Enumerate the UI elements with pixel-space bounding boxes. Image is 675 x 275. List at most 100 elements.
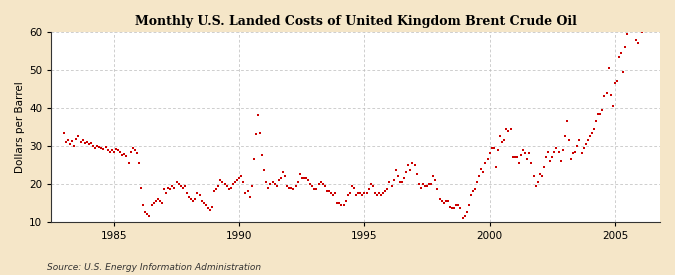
- Point: [196, 199, 207, 203]
- Point: [344, 191, 355, 196]
- Point: [614, 54, 624, 59]
- Point: [537, 174, 547, 178]
- Point: [474, 174, 485, 178]
- Point: [597, 108, 608, 112]
- Point: [495, 134, 506, 139]
- Point: [96, 145, 107, 150]
- Point: [242, 189, 253, 194]
- Point: [146, 202, 157, 207]
- Point: [558, 147, 568, 152]
- Point: [455, 206, 466, 211]
- Point: [315, 180, 326, 184]
- Point: [518, 147, 529, 152]
- Point: [307, 183, 318, 188]
- Point: [547, 155, 558, 160]
- Point: [98, 147, 109, 151]
- Point: [637, 30, 647, 34]
- Point: [190, 197, 200, 201]
- Point: [634, 22, 645, 27]
- Point: [601, 90, 612, 95]
- Point: [171, 180, 182, 184]
- Point: [405, 168, 416, 173]
- Point: [466, 193, 477, 197]
- Point: [451, 202, 462, 207]
- Point: [459, 214, 470, 218]
- Point: [365, 182, 376, 186]
- Point: [200, 202, 211, 207]
- Point: [520, 151, 531, 156]
- Point: [94, 144, 105, 149]
- Point: [553, 149, 564, 154]
- Point: [595, 111, 605, 116]
- Point: [436, 199, 447, 203]
- Point: [484, 151, 495, 156]
- Point: [140, 210, 151, 214]
- Point: [188, 199, 198, 203]
- Point: [591, 119, 601, 123]
- Point: [73, 134, 84, 139]
- Point: [100, 144, 111, 149]
- Point: [84, 142, 95, 146]
- Point: [103, 147, 113, 152]
- Point: [321, 189, 332, 194]
- Point: [549, 149, 560, 154]
- Point: [493, 147, 504, 152]
- Point: [109, 149, 119, 154]
- Point: [325, 191, 336, 196]
- Point: [501, 126, 512, 131]
- Point: [246, 183, 257, 188]
- Point: [121, 154, 132, 159]
- Point: [232, 178, 242, 182]
- Point: [117, 153, 128, 158]
- Point: [130, 148, 140, 153]
- Point: [468, 189, 479, 194]
- Point: [388, 178, 399, 182]
- Point: [443, 199, 454, 203]
- Point: [587, 130, 597, 135]
- Point: [610, 81, 620, 85]
- Point: [119, 152, 130, 156]
- Point: [180, 183, 190, 188]
- Point: [296, 176, 307, 180]
- Point: [653, 26, 664, 30]
- Point: [461, 210, 472, 214]
- Point: [361, 191, 372, 196]
- Point: [426, 182, 437, 186]
- Point: [512, 155, 522, 160]
- Point: [535, 172, 545, 177]
- Point: [346, 183, 357, 188]
- Point: [564, 138, 574, 142]
- Point: [252, 113, 263, 118]
- Point: [86, 141, 97, 145]
- Point: [240, 191, 251, 196]
- Point: [572, 144, 583, 148]
- Point: [624, 11, 635, 15]
- Point: [254, 130, 265, 135]
- Point: [453, 202, 464, 207]
- Point: [176, 183, 186, 188]
- Point: [428, 174, 439, 178]
- Point: [386, 183, 397, 188]
- Point: [279, 174, 290, 178]
- Point: [526, 161, 537, 165]
- Point: [639, 20, 649, 25]
- Y-axis label: Dollars per Barrel: Dollars per Barrel: [15, 81, 25, 173]
- Point: [628, 20, 639, 25]
- Point: [593, 111, 603, 116]
- Point: [605, 92, 616, 97]
- Point: [334, 200, 345, 205]
- Point: [153, 197, 163, 201]
- Point: [413, 182, 424, 186]
- Point: [132, 151, 142, 156]
- Point: [626, 13, 637, 17]
- Point: [338, 202, 349, 207]
- Point: [248, 157, 259, 161]
- Text: Source: U.S. Energy Information Administration: Source: U.S. Energy Information Administ…: [47, 263, 261, 272]
- Point: [560, 134, 570, 139]
- Point: [392, 174, 403, 178]
- Point: [75, 140, 86, 144]
- Point: [205, 208, 215, 213]
- Point: [411, 172, 422, 177]
- Point: [528, 174, 539, 178]
- Point: [144, 214, 155, 218]
